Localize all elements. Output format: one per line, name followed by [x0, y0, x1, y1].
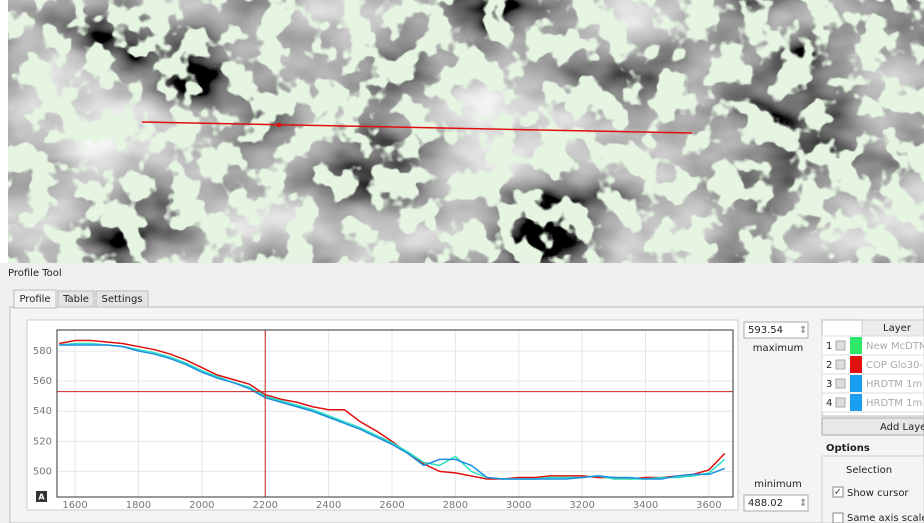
tab-label[interactable]: Settings	[101, 294, 142, 305]
x-tick-label: 2400	[316, 500, 341, 511]
x-tick-label: 3000	[506, 500, 531, 511]
panel-title: Profile Tool	[8, 268, 62, 279]
y-tick-label: 500	[33, 466, 52, 477]
vegetation-layer	[8, 0, 924, 263]
y-tick-label: 580	[33, 346, 52, 357]
max-label: maximum	[753, 343, 803, 354]
x-tick-label: 3200	[569, 500, 594, 511]
add-layer-label[interactable]: Add Layer	[880, 422, 924, 433]
profile-marker	[277, 123, 281, 127]
x-tick-label: 3400	[633, 500, 658, 511]
layer-checkbox[interactable]	[836, 398, 845, 407]
layer-swatch	[850, 337, 862, 354]
layer-name: HRDTM 1m ...	[866, 398, 924, 409]
y-tick-label: 540	[33, 406, 52, 417]
x-tick-label: 3600	[696, 500, 721, 511]
checkbox[interactable]	[833, 513, 843, 523]
spin-arrow[interactable]: ⇕	[799, 325, 807, 336]
screen: Profile Tool Profile Table Settings A 59…	[0, 0, 924, 523]
layer-checkbox[interactable]	[836, 360, 845, 369]
tab-label[interactable]: Table	[62, 294, 89, 305]
tab-label[interactable]: Profile	[19, 294, 50, 305]
spin-arrow[interactable]: ⇕	[799, 498, 807, 509]
layer-name: HRDTM 1m - ...	[866, 379, 924, 390]
layer-header: Layer	[883, 323, 912, 334]
badge-text: A	[38, 493, 45, 502]
layer-index: 4	[826, 398, 832, 409]
x-tick-label: 2000	[189, 500, 214, 511]
layer-index: 2	[826, 360, 832, 371]
layer-swatch	[850, 394, 862, 411]
layer-checkbox[interactable]	[836, 341, 845, 350]
map	[8, 0, 924, 263]
layer-swatch	[850, 356, 862, 373]
y-tick-label: 560	[33, 376, 52, 387]
x-tick-label: 2200	[252, 500, 277, 511]
min-value[interactable]: 488.02	[748, 498, 783, 509]
layer-checkbox[interactable]	[836, 379, 845, 388]
check-mark[interactable]: ✓	[834, 488, 842, 498]
page: Profile Tool Profile Table Settings A 59…	[0, 0, 924, 523]
layer-name: New McDTM	[866, 341, 924, 352]
x-tick-label: 1600	[62, 500, 87, 511]
x-tick-label: 2600	[379, 500, 404, 511]
x-tick-label: 2800	[443, 500, 468, 511]
options-title: Options	[826, 443, 870, 454]
y-tick-label: 520	[33, 436, 52, 447]
same-axis-label[interactable]: Same axis scale	[847, 513, 924, 523]
max-value[interactable]: 593.54	[748, 325, 783, 336]
layer-swatch	[850, 375, 862, 392]
selection-label: Selection	[846, 465, 892, 476]
layer-index: 1	[826, 341, 832, 352]
layer-name: COP Glo30-...	[866, 360, 924, 371]
x-tick-label: 1800	[126, 500, 151, 511]
layer-index: 3	[826, 379, 832, 390]
show-cursor-label[interactable]: Show cursor	[847, 488, 909, 499]
min-label: minimum	[754, 479, 801, 490]
